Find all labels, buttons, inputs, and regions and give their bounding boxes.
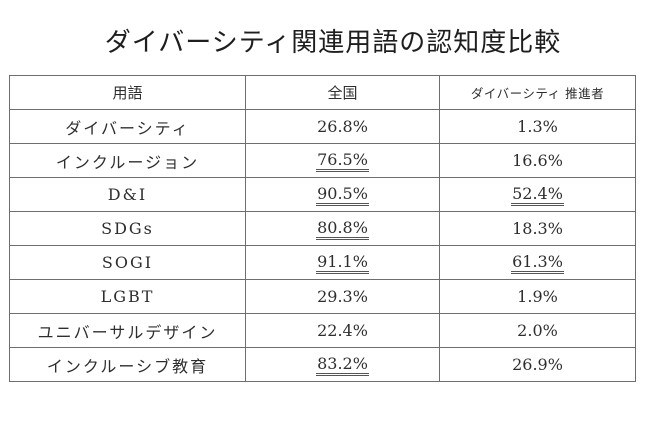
header-national: 全国 bbox=[245, 75, 440, 110]
promoter-cell: 2.0% bbox=[439, 313, 636, 348]
term-label: SDGs bbox=[101, 219, 154, 238]
page-title: ダイバーシティ関連用語の認知度比較 bbox=[104, 28, 562, 58]
term-cell: D&I bbox=[9, 177, 246, 212]
promoter-cell: 61.3% bbox=[439, 245, 636, 280]
term-cell: インクルージョン bbox=[9, 143, 246, 178]
table-header-row: 用語 全国 ダイバーシティ 推進者 bbox=[9, 75, 636, 110]
promoter-cell: 18.3% bbox=[439, 211, 636, 246]
term-label: インクルーシブ教育 bbox=[46, 356, 209, 376]
national-cell: 80.8% bbox=[245, 211, 440, 246]
national-cell: 76.5% bbox=[245, 143, 440, 178]
term-cell: SOGI bbox=[9, 245, 246, 280]
promoter-value: 18.3% bbox=[512, 218, 563, 238]
promoter-value: 1.3% bbox=[517, 116, 558, 136]
promoter-value-highlighted: 61.3% bbox=[511, 252, 564, 274]
promoter-cell: 1.9% bbox=[439, 279, 636, 314]
table-row: インクルーシブ教育 83.2% 26.9% bbox=[9, 347, 636, 382]
national-value-highlighted: 83.2% bbox=[316, 354, 369, 376]
term-label: ユニバーサルデザイン bbox=[37, 322, 218, 342]
term-label: SOGI bbox=[101, 253, 154, 272]
table-row: ダイバーシティ 26.8% 1.3% bbox=[9, 109, 636, 144]
national-cell: 91.1% bbox=[245, 245, 440, 280]
term-cell: ユニバーサルデザイン bbox=[9, 313, 246, 348]
promoter-cell: 1.3% bbox=[439, 109, 636, 144]
national-value: 29.3% bbox=[317, 286, 368, 306]
term-label: インクルージョン bbox=[55, 152, 200, 172]
table-row: LGBT 29.3% 1.9% bbox=[9, 279, 636, 314]
term-cell: インクルーシブ教育 bbox=[9, 347, 246, 382]
header-term: 用語 bbox=[9, 75, 246, 110]
promoter-value-highlighted: 52.4% bbox=[511, 184, 564, 206]
national-cell: 26.8% bbox=[245, 109, 440, 144]
national-cell: 22.4% bbox=[245, 313, 440, 348]
promoter-value: 26.9% bbox=[512, 354, 563, 374]
national-cell: 90.5% bbox=[245, 177, 440, 212]
term-label: D&I bbox=[107, 185, 148, 204]
table-row: D&I 90.5% 52.4% bbox=[9, 177, 636, 212]
promoter-value: 16.6% bbox=[512, 150, 563, 170]
term-label: LGBT bbox=[100, 287, 155, 306]
header-promoter: ダイバーシティ 推進者 bbox=[439, 75, 636, 110]
promoter-value: 2.0% bbox=[517, 320, 558, 340]
national-value: 26.8% bbox=[317, 116, 368, 136]
table-row: インクルージョン 76.5% 16.6% bbox=[9, 143, 636, 178]
national-value-highlighted: 80.8% bbox=[316, 218, 369, 240]
national-value-highlighted: 90.5% bbox=[316, 184, 369, 206]
term-cell: LGBT bbox=[9, 279, 246, 314]
national-value: 22.4% bbox=[317, 320, 368, 340]
national-value-highlighted: 91.1% bbox=[316, 252, 369, 274]
table-row: ユニバーサルデザイン 22.4% 2.0% bbox=[9, 313, 636, 348]
promoter-cell: 16.6% bbox=[439, 143, 636, 178]
term-cell: SDGs bbox=[9, 211, 246, 246]
national-value-highlighted: 76.5% bbox=[316, 150, 369, 172]
term-label: ダイバーシティ bbox=[65, 118, 190, 138]
promoter-cell: 26.9% bbox=[439, 347, 636, 382]
term-cell: ダイバーシティ bbox=[9, 109, 246, 144]
table-row: SOGI 91.1% 61.3% bbox=[9, 245, 636, 280]
national-cell: 83.2% bbox=[245, 347, 440, 382]
national-cell: 29.3% bbox=[245, 279, 440, 314]
table-row: SDGs 80.8% 18.3% bbox=[9, 211, 636, 246]
promoter-value: 1.9% bbox=[517, 286, 558, 306]
awareness-table: 用語 全国 ダイバーシティ 推進者 ダイバーシティ 26.8% 1.3% インク… bbox=[9, 75, 636, 382]
promoter-cell: 52.4% bbox=[439, 177, 636, 212]
